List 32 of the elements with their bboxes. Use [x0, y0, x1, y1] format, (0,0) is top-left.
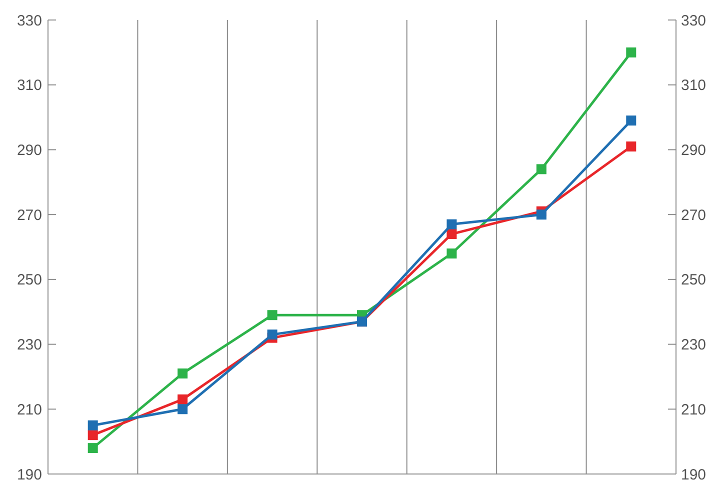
point [178, 404, 188, 414]
y2-tick-label: 270 [681, 206, 706, 224]
point [88, 443, 98, 454]
point [446, 219, 457, 230]
y-tick-label: 190 [16, 466, 42, 483]
y2-tick-label: 250 [681, 272, 706, 289]
point [536, 210, 546, 220]
point [446, 248, 457, 258]
point [536, 164, 546, 174]
point [626, 141, 636, 152]
y-tick-label: 290 [16, 142, 42, 159]
point [267, 310, 278, 320]
y2-tick-label: 330 [681, 12, 706, 30]
y2-tick-label: 210 [681, 401, 706, 418]
point [626, 47, 636, 58]
point [178, 394, 188, 404]
y2-tick-label: 230 [681, 336, 706, 354]
point [267, 330, 278, 340]
y2-tick-label: 290 [681, 142, 706, 159]
point [446, 229, 457, 240]
y-tick-label: 250 [16, 272, 42, 289]
y2-tick-label: 310 [681, 77, 706, 94]
y-tick-label: 270 [16, 206, 42, 224]
point [178, 368, 188, 378]
point [626, 116, 636, 126]
point [88, 430, 98, 440]
y-tick-label: 330 [16, 12, 42, 30]
point [88, 420, 98, 430]
y-tick-label: 230 [16, 336, 42, 354]
y-tick-label: 210 [16, 401, 42, 418]
y2-tick-label: 190 [681, 466, 706, 483]
y-tick-label: 310 [16, 77, 42, 94]
